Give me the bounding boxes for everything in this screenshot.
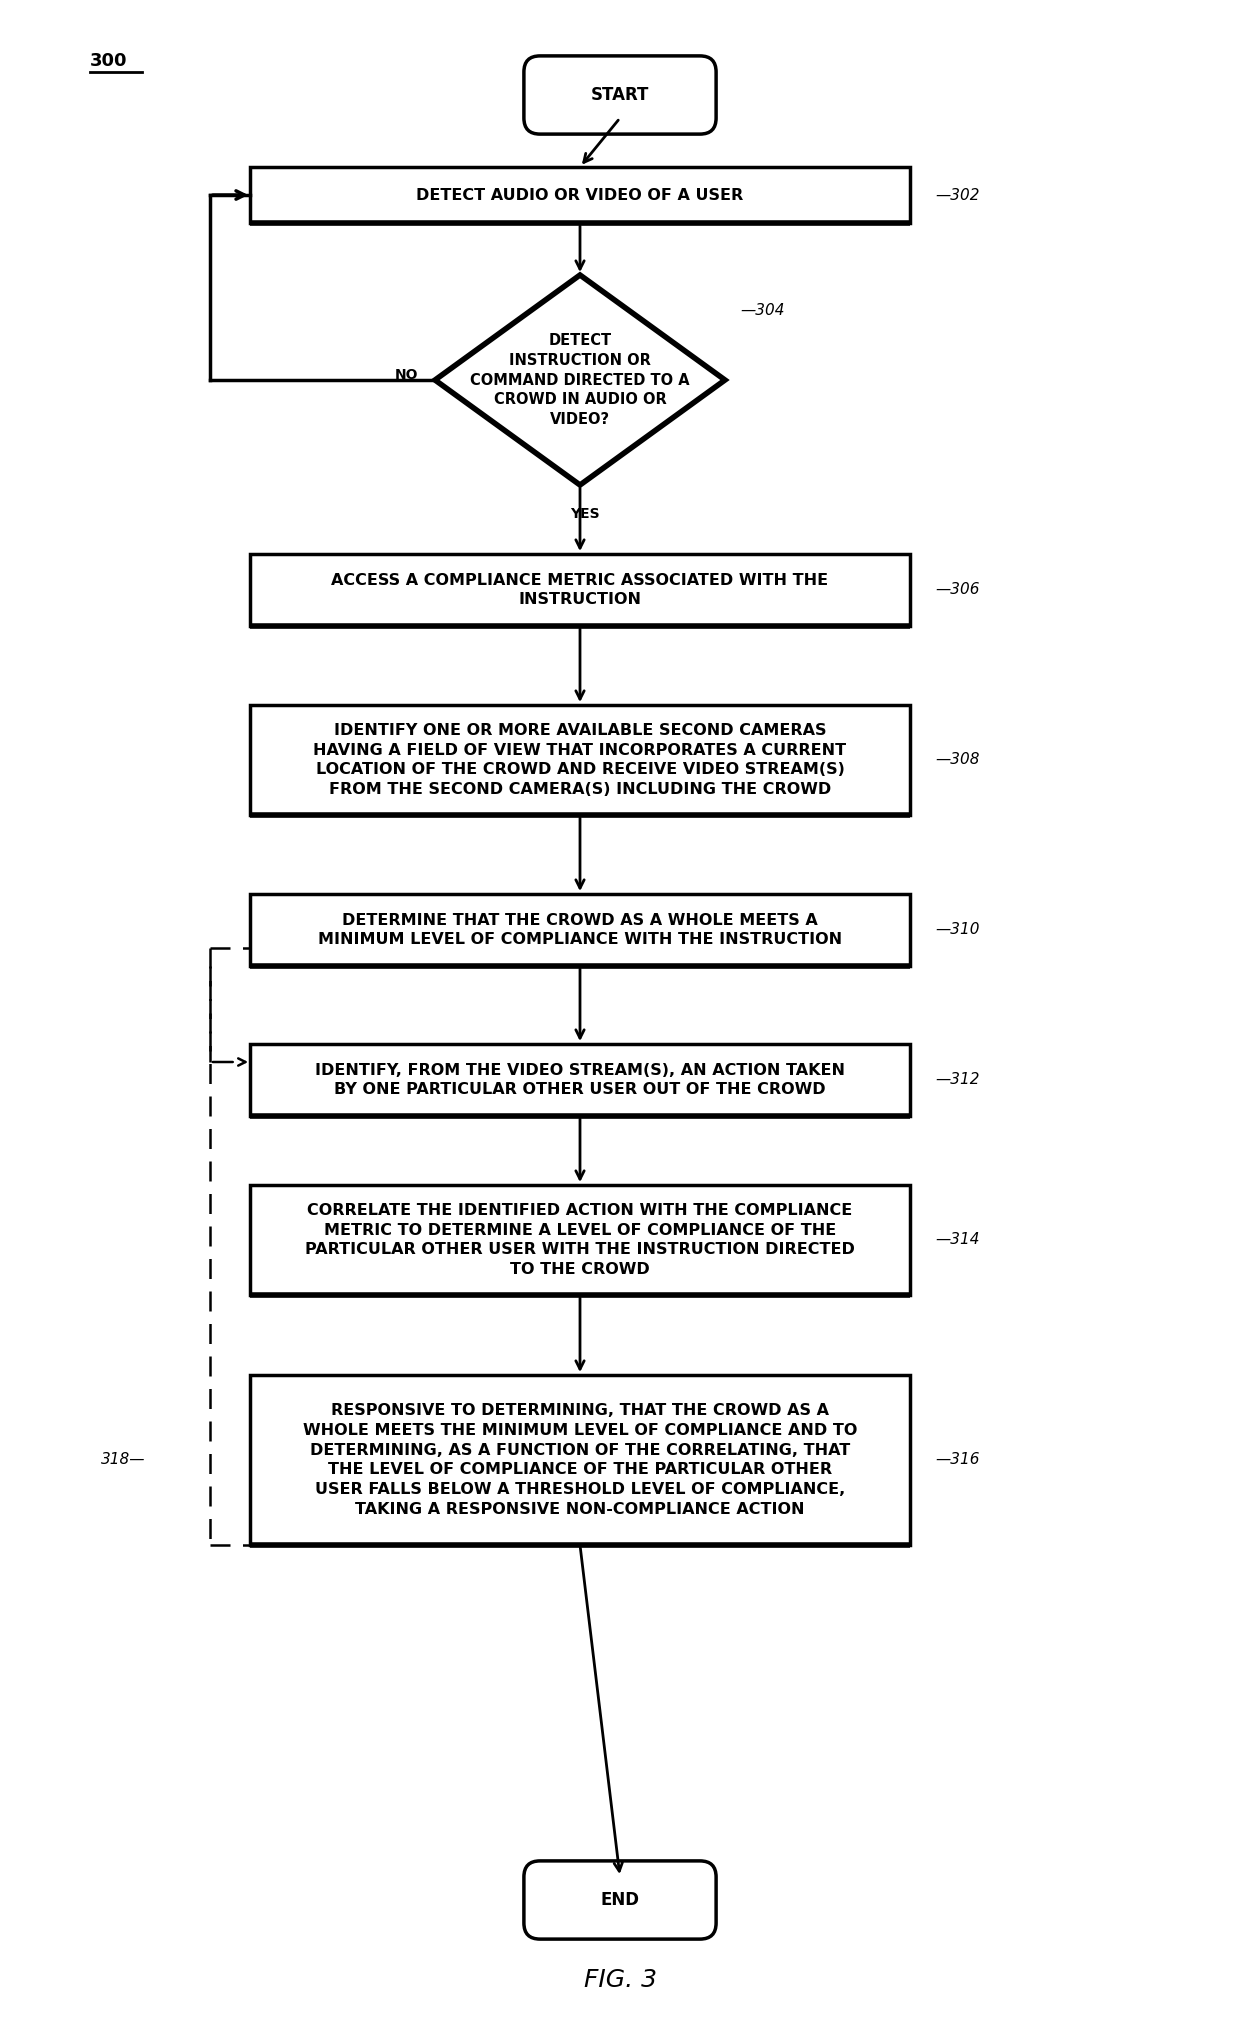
Text: START: START — [590, 85, 650, 104]
FancyBboxPatch shape — [523, 1862, 715, 1939]
Text: —310: —310 — [935, 922, 980, 938]
Text: —314: —314 — [935, 1232, 980, 1248]
Text: 300: 300 — [91, 53, 128, 69]
Text: NO: NO — [396, 367, 419, 382]
Text: END: END — [600, 1892, 640, 1908]
Polygon shape — [435, 274, 725, 485]
Text: 318—: 318— — [100, 1453, 145, 1468]
Text: —312: —312 — [935, 1072, 980, 1088]
Text: —304: —304 — [740, 302, 785, 317]
FancyBboxPatch shape — [523, 57, 715, 134]
Text: YES: YES — [570, 508, 600, 522]
Bar — [250, 704, 910, 814]
Text: —308: —308 — [935, 753, 980, 767]
Text: RESPONSIVE TO DETERMINING, THAT THE CROWD AS A
WHOLE MEETS THE MINIMUM LEVEL OF : RESPONSIVE TO DETERMINING, THAT THE CROW… — [303, 1403, 857, 1516]
Text: IDENTIFY, FROM THE VIDEO STREAM(S), AN ACTION TAKEN
BY ONE PARTICULAR OTHER USER: IDENTIFY, FROM THE VIDEO STREAM(S), AN A… — [315, 1062, 844, 1098]
Text: —316: —316 — [935, 1453, 980, 1468]
Bar — [250, 166, 910, 223]
Bar — [250, 893, 910, 966]
Text: FIG. 3: FIG. 3 — [584, 1967, 656, 1991]
Bar — [250, 1374, 910, 1545]
Bar — [250, 1186, 910, 1295]
Text: DETECT AUDIO OR VIDEO OF A USER: DETECT AUDIO OR VIDEO OF A USER — [417, 187, 744, 203]
Text: —302: —302 — [935, 187, 980, 203]
Bar — [250, 554, 910, 625]
Text: ACCESS A COMPLIANCE METRIC ASSOCIATED WITH THE
INSTRUCTION: ACCESS A COMPLIANCE METRIC ASSOCIATED WI… — [331, 572, 828, 607]
Text: DETECT
INSTRUCTION OR
COMMAND DIRECTED TO A
CROWD IN AUDIO OR
VIDEO?: DETECT INSTRUCTION OR COMMAND DIRECTED T… — [470, 333, 689, 426]
Text: DETERMINE THAT THE CROWD AS A WHOLE MEETS A
MINIMUM LEVEL OF COMPLIANCE WITH THE: DETERMINE THAT THE CROWD AS A WHOLE MEET… — [317, 914, 842, 948]
Bar — [250, 1043, 910, 1117]
Text: —306: —306 — [935, 583, 980, 597]
Text: CORRELATE THE IDENTIFIED ACTION WITH THE COMPLIANCE
METRIC TO DETERMINE A LEVEL : CORRELATE THE IDENTIFIED ACTION WITH THE… — [305, 1204, 854, 1277]
Text: IDENTIFY ONE OR MORE AVAILABLE SECOND CAMERAS
HAVING A FIELD OF VIEW THAT INCORP: IDENTIFY ONE OR MORE AVAILABLE SECOND CA… — [314, 723, 847, 798]
